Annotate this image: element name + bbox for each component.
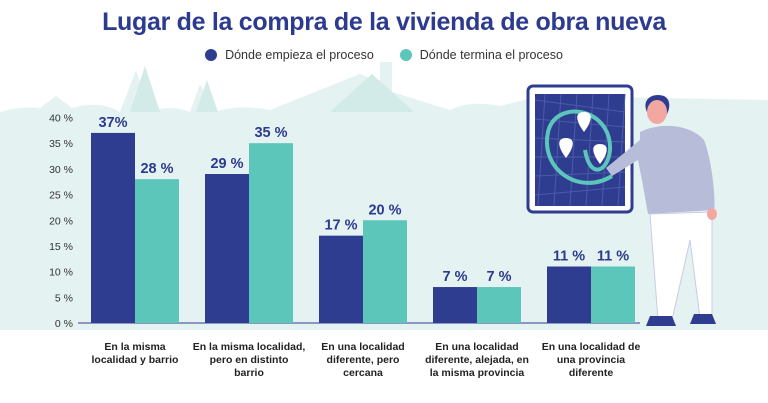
- x-tick-label-line: una provincia: [556, 354, 626, 366]
- y-tick-label: 40 %: [49, 113, 73, 125]
- x-tick-label-line: En la misma localidad,: [192, 341, 306, 353]
- person-shoe-right: [690, 314, 716, 324]
- map-pin-icon: [559, 138, 573, 158]
- person-shirt: [606, 125, 715, 214]
- bar: [91, 132, 135, 323]
- data-label: 11 %: [597, 248, 629, 264]
- data-label: 7 %: [487, 269, 512, 285]
- x-tick-label-line: En una localidad de: [541, 341, 641, 353]
- y-tick-label: 20 %: [49, 215, 73, 227]
- y-tick-label: 15 %: [49, 241, 73, 253]
- x-tick-label: En la misma localidad y barrio: [65, 341, 205, 367]
- data-label: 28 %: [140, 161, 173, 177]
- map-street: [537, 93, 546, 207]
- map-street: [534, 99, 626, 113]
- background-tree-2: [196, 80, 218, 112]
- map-route: [544, 109, 614, 185]
- data-label: 29 %: [210, 156, 243, 172]
- x-tick-label-line: En la misma: [104, 341, 166, 353]
- x-tick-label: En una localidad diferente, pero cercana: [293, 341, 433, 380]
- background-house-roof: [330, 74, 414, 112]
- person-shoe-left: [646, 316, 676, 326]
- y-tick-label: 0 %: [55, 318, 73, 330]
- x-tick-label-line: En una localidad: [435, 341, 519, 353]
- bar: [591, 266, 635, 323]
- x-tick-label-line: diferente, pero: [326, 354, 400, 366]
- legend-item-start: Dónde empieza el proceso: [205, 48, 374, 62]
- person-with-map-illustration: [526, 84, 717, 326]
- y-tick-label: 30 %: [49, 164, 73, 176]
- x-tick-label-line: pero en distinto: [209, 354, 289, 366]
- person-head: [647, 100, 667, 124]
- map-street: [534, 186, 626, 196]
- bar: [135, 179, 179, 323]
- bar: [205, 174, 249, 323]
- legend-swatch-start: [205, 49, 218, 61]
- data-label: 37%: [98, 115, 127, 131]
- legend-item-end: Dónde termina el proceso: [399, 48, 563, 62]
- y-tick-label: 35 %: [49, 138, 73, 150]
- y-tick-label: 5 %: [55, 292, 73, 304]
- map-street: [553, 93, 562, 207]
- x-tick-label-line: En una localidad: [321, 341, 405, 353]
- legend: Dónde empieza el proceso Dónde termina e…: [0, 48, 768, 62]
- y-tick-label: 25 %: [49, 190, 73, 202]
- value-labels: 37% 29 % 17 % 7 % 11 % 28 % 35 % 20 % 7 % 11 %: [98, 115, 629, 285]
- legend-label-start: Dónde empieza el proceso: [225, 48, 374, 62]
- x-tick-label: En una localidad de una provincia diferent…: [521, 341, 661, 380]
- bar: [547, 266, 591, 323]
- legend-label-end: Dónde termina el proceso: [419, 48, 563, 62]
- bars: [91, 132, 635, 323]
- bar: [363, 220, 407, 323]
- data-label: 11 %: [553, 248, 585, 264]
- bar: [249, 143, 293, 323]
- data-label: 35 %: [254, 125, 287, 141]
- map-pin-icon: [593, 144, 607, 164]
- data-label: 7 %: [443, 269, 468, 285]
- person-hand: [707, 208, 717, 220]
- data-label: 20 %: [368, 202, 401, 218]
- bar: [319, 235, 363, 323]
- x-tick-label-line: barrio: [234, 367, 264, 379]
- data-label: 17 %: [324, 218, 357, 234]
- x-tick-label-line: diferente, alejada, en: [425, 354, 529, 366]
- chart-title: Lugar de la compra de la vivienda de obr…: [102, 8, 666, 36]
- bar: [477, 287, 521, 323]
- map-pin-icon: [577, 112, 591, 132]
- map-street: [585, 93, 594, 207]
- y-tick-label: 10 %: [49, 267, 73, 279]
- x-tick-label-line: la misma provincia: [429, 367, 525, 379]
- x-tick-label-line: localidad y barrio: [91, 354, 179, 366]
- x-tick-label-line: cercana: [343, 367, 383, 379]
- legend-swatch-end: [399, 49, 412, 61]
- x-tick-label: En la misma localidad, pero en distinto ba…: [179, 341, 319, 380]
- bar: [433, 287, 477, 323]
- background-tree-1: [130, 66, 160, 112]
- x-tick-label-line: diferente: [568, 367, 614, 379]
- map-street: [617, 93, 626, 207]
- x-tick-label: En una localidad diferente, alejada, en la…: [407, 341, 547, 380]
